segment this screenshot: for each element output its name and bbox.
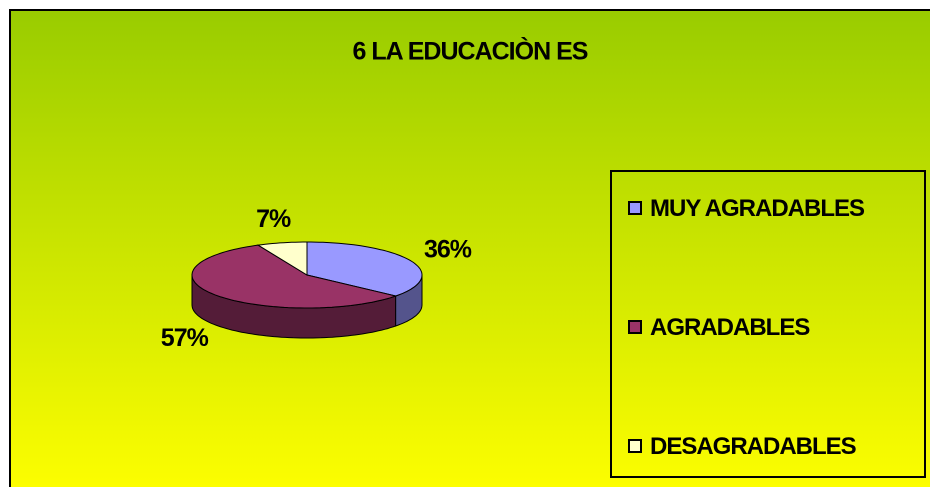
legend-entry: AGRADABLES — [628, 311, 918, 345]
legend-swatch — [628, 320, 642, 334]
legend-entry: MUY AGRADABLES — [628, 192, 918, 226]
data-label: 7% — [256, 205, 291, 233]
pie-slice — [256, 241, 308, 276]
pie-slice — [306, 241, 423, 297]
data-label: 57% — [161, 324, 209, 352]
legend: MUY AGRADABLES AGRADABLES DESAGRADABLES — [610, 170, 926, 478]
legend-swatch — [628, 439, 642, 453]
legend-swatch — [628, 201, 642, 215]
legend-label: AGRADABLES — [650, 314, 810, 341]
background — [9, 9, 930, 487]
legend-entry: DESAGRADABLES — [628, 430, 918, 464]
chart-title: 6 LA EDUCACIÒN ES — [353, 36, 588, 66]
pie-slice — [191, 244, 398, 309]
legend-label: DESAGRADABLES — [650, 433, 857, 460]
data-label: 36% — [424, 236, 472, 264]
legend-label: MUY AGRADABLES — [650, 195, 865, 222]
